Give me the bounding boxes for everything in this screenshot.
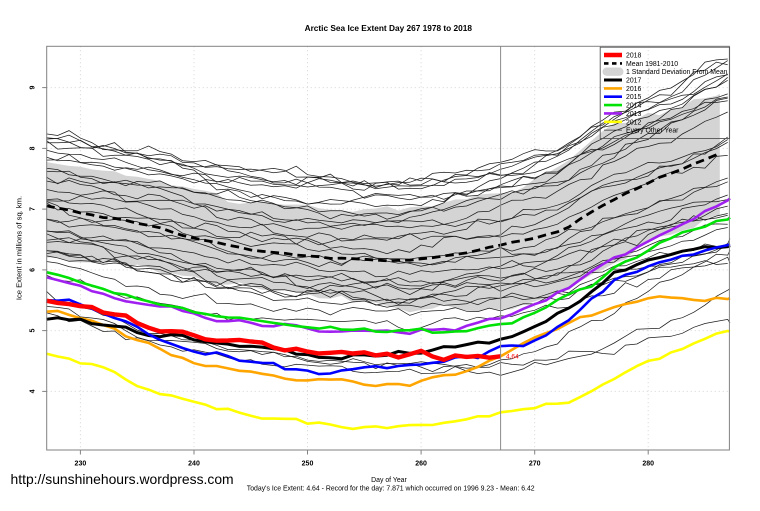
svg-text:2017: 2017 (626, 78, 641, 85)
svg-text:1 Standard Deviation From Mean: 1 Standard Deviation From Mean (626, 69, 728, 76)
svg-text:8: 8 (30, 146, 37, 150)
svg-text:260: 260 (415, 461, 427, 468)
svg-text:230: 230 (75, 461, 87, 468)
svg-text:4: 4 (30, 389, 37, 393)
svg-text:Arctic Sea Ice Extent Day 267: Arctic Sea Ice Extent Day 267 1978 to 20… (305, 23, 473, 33)
svg-text:4.64: 4.64 (506, 353, 519, 360)
svg-text:240: 240 (188, 461, 200, 468)
svg-text:6: 6 (30, 268, 37, 272)
svg-text:Today's Ice Extent: 4.64 - Re: Today's Ice Extent: 4.64 - Record for th… (247, 485, 535, 492)
svg-text:2015: 2015 (626, 94, 641, 101)
svg-text:2018: 2018 (626, 53, 641, 60)
svg-text:Every Other Year: Every Other Year (626, 128, 679, 135)
svg-text:2016: 2016 (626, 86, 641, 93)
svg-text:Mean 1981-2010: Mean 1981-2010 (626, 61, 678, 68)
svg-text:http://sunshinehours.wordpress: http://sunshinehours.wordpress.com (11, 471, 234, 487)
svg-text:9: 9 (30, 86, 37, 90)
svg-text:280: 280 (642, 461, 654, 468)
svg-text:2013: 2013 (626, 111, 641, 118)
svg-text:250: 250 (302, 461, 314, 468)
svg-text:7: 7 (30, 207, 37, 211)
svg-text:270: 270 (529, 461, 541, 468)
svg-text:2014: 2014 (626, 103, 641, 110)
svg-text:5: 5 (30, 329, 37, 333)
svg-text:Day of Year: Day of Year (371, 477, 407, 484)
svg-text:2012: 2012 (626, 119, 641, 126)
svg-text:Ice Extent in millions of sq.: Ice Extent in millions of sq. km. (15, 196, 24, 300)
